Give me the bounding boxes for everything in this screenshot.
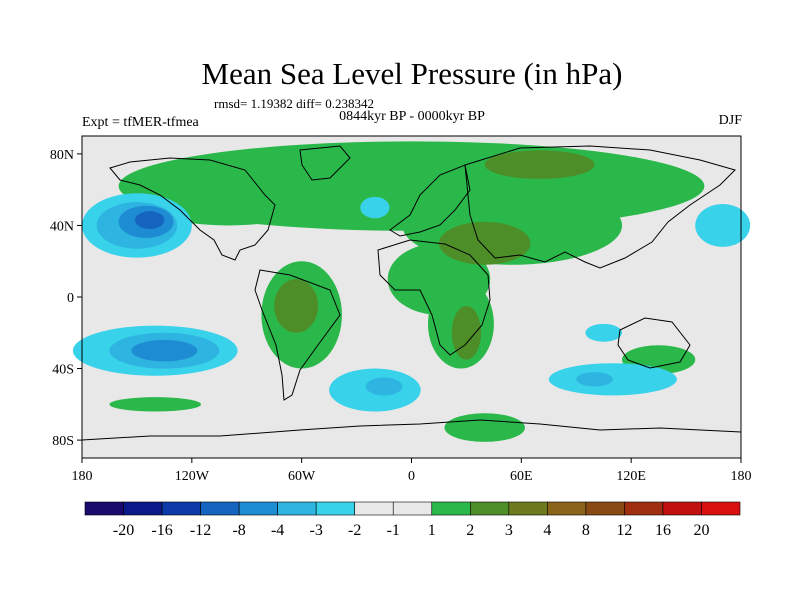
x-tick-label-6: 180 <box>731 469 752 484</box>
colorbar-label-0: -20 <box>113 522 134 539</box>
x-tick-label-3: 0 <box>408 469 415 484</box>
season-text: DJF <box>719 113 743 128</box>
anomaly-region-12 <box>451 305 482 360</box>
y-tick-label-2: 0 <box>67 291 74 306</box>
coastline-europe <box>389 164 471 237</box>
coastline-africa <box>377 239 491 356</box>
anomaly-region-11 <box>274 279 319 333</box>
colorbar-box-4 <box>238 501 278 516</box>
colorbar-label-5: -3 <box>310 522 323 539</box>
colorbar-box-2 <box>161 501 201 516</box>
anomaly-region-20 <box>131 339 198 362</box>
colorbar-label-14: 16 <box>655 522 671 539</box>
colorbar-box-1 <box>123 501 163 516</box>
anomaly-region-26 <box>360 196 390 219</box>
anomaly-region-17 <box>695 203 751 247</box>
coastline-australia <box>617 317 691 369</box>
anomaly-region-25 <box>585 323 623 342</box>
coastlines <box>81 145 742 441</box>
anomaly-region-22 <box>365 377 403 396</box>
anomaly-layer <box>72 141 751 442</box>
x-tick-label-4: 60E <box>510 469 533 484</box>
anomaly-region-7 <box>444 413 525 442</box>
anomaly-region-16 <box>135 211 165 230</box>
x-tick-label-0: 180 <box>72 469 93 484</box>
y-tick-label-3: 40S <box>52 363 74 378</box>
colorbar-box-3 <box>200 501 240 516</box>
coastline-asia <box>464 145 736 269</box>
colorbar-box-15 <box>662 501 702 516</box>
colorbar-box-5 <box>277 501 317 516</box>
x-tick-label-5: 120E <box>616 469 646 484</box>
colorbar-box-11 <box>508 501 548 516</box>
colorbar-label-12: 8 <box>582 522 590 539</box>
colorbar-box-6 <box>315 501 356 516</box>
y-tick-label-4: 80S <box>52 434 74 449</box>
colorbar: -20 -16 -12 -8 -4 -3 -2 -1 1 2 3 4 8 12 16 20 <box>84 501 741 539</box>
experiment-text: Expt = tfMER-tfmea <box>82 115 200 130</box>
colorbar-box-8 <box>392 501 433 516</box>
y-tick-label-1: 40N <box>50 219 74 234</box>
colorbar-label-2: -12 <box>190 522 211 539</box>
colorbar-label-13: 12 <box>616 522 632 539</box>
stats-text: rmsd= 1.19382 diff= 0.238342 <box>214 96 374 111</box>
anomaly-region-9 <box>438 221 531 265</box>
colorbar-box-0 <box>84 501 124 516</box>
colorbar-box-10 <box>469 501 510 516</box>
chart-title: Mean Sea Level Pressure (in hPa) <box>202 56 623 91</box>
colorbar-label-4: -4 <box>271 522 284 539</box>
axis-layer: 180 120W 60W 0 60E 120E 180 80N 40N 0 40S 80S <box>50 148 752 484</box>
colorbar-box-16 <box>701 501 741 516</box>
colorbar-label-8: 1 <box>428 522 436 539</box>
coastline-north-america <box>109 157 276 261</box>
colorbar-label-10: 3 <box>505 522 513 539</box>
colorbar-box-7 <box>354 501 394 516</box>
x-tick-label-2: 60W <box>288 469 316 484</box>
anomaly-region-10 <box>484 150 595 179</box>
coastline-greenland <box>299 145 351 181</box>
colorbar-box-13 <box>585 501 625 516</box>
colorbar-box-12 <box>547 501 587 516</box>
colorbar-label-6: -2 <box>348 522 361 539</box>
x-tick-label-1: 120W <box>175 469 210 484</box>
map-area <box>72 135 751 459</box>
coastline-south-america <box>254 269 341 401</box>
colorbar-label-11: 4 <box>543 522 551 539</box>
y-tick-label-0: 80N <box>50 148 74 163</box>
colorbar-label-1: -16 <box>151 522 172 539</box>
colorbar-box-14 <box>624 501 664 516</box>
colorbar-box-9 <box>431 501 471 516</box>
colorbar-label-3: -8 <box>232 522 245 539</box>
period-text: 0844kyr BP - 0000kyr BP <box>339 109 485 124</box>
anomaly-region-24 <box>576 372 613 387</box>
anomaly-region-8 <box>109 397 201 412</box>
colorbar-label-7: -1 <box>387 522 400 539</box>
coastline-antarctica <box>81 419 742 441</box>
colorbar-label-15: 20 <box>693 522 709 539</box>
colorbar-label-9: 2 <box>466 522 474 539</box>
